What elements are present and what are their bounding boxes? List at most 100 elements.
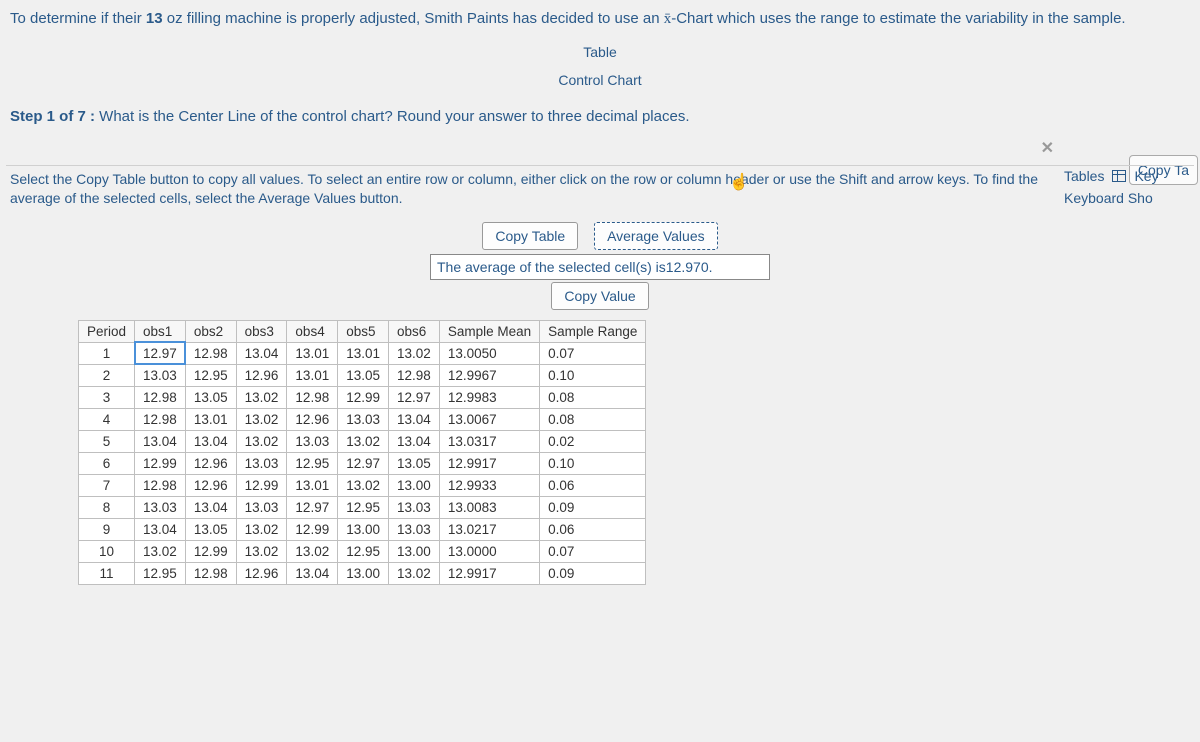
cell[interactable]: 13.02 (389, 342, 440, 364)
cell[interactable]: 12.99 (185, 540, 236, 562)
cell[interactable]: 13.05 (338, 364, 389, 386)
cell[interactable]: 12.98 (389, 364, 440, 386)
cell[interactable]: 13.0217 (439, 518, 539, 540)
cell[interactable]: 12.99 (338, 386, 389, 408)
copy-value-button[interactable]: Copy Value (551, 282, 648, 310)
cell[interactable]: 13.04 (287, 562, 338, 584)
cell[interactable]: 5 (79, 430, 135, 452)
average-values-button[interactable]: Average Values (594, 222, 718, 250)
cell[interactable]: 0.08 (540, 386, 646, 408)
cell[interactable]: 12.95 (338, 540, 389, 562)
cell[interactable]: 13.03 (389, 518, 440, 540)
cell[interactable]: 12.97 (135, 342, 186, 364)
cell[interactable]: 13.03 (135, 364, 186, 386)
cell[interactable]: 13.02 (236, 540, 287, 562)
table-row[interactable]: 913.0413.0513.0212.9913.0013.0313.02170.… (79, 518, 646, 540)
cell[interactable]: 13.03 (287, 430, 338, 452)
cell[interactable]: 3 (79, 386, 135, 408)
cell[interactable]: 13.0067 (439, 408, 539, 430)
cell[interactable]: 13.04 (185, 430, 236, 452)
cell[interactable]: 13.02 (236, 430, 287, 452)
cell[interactable]: 13.04 (135, 430, 186, 452)
cell[interactable]: 12.98 (135, 386, 186, 408)
cell[interactable]: 11 (79, 562, 135, 584)
cell[interactable]: 12.98 (185, 342, 236, 364)
cell[interactable]: 12.95 (185, 364, 236, 386)
table-row[interactable]: 412.9813.0113.0212.9613.0313.0413.00670.… (79, 408, 646, 430)
cell[interactable]: 13.0083 (439, 496, 539, 518)
column-header-obs5[interactable]: obs5 (338, 320, 389, 342)
cell[interactable]: 13.0050 (439, 342, 539, 364)
data-table[interactable]: Periodobs1obs2obs3obs4obs5obs6Sample Mea… (78, 320, 646, 585)
cell[interactable]: 12.95 (287, 452, 338, 474)
column-header-obs4[interactable]: obs4 (287, 320, 338, 342)
cell[interactable]: 13.03 (389, 496, 440, 518)
cell[interactable]: 13.01 (287, 474, 338, 496)
table-row[interactable]: 612.9912.9613.0312.9512.9713.0512.99170.… (79, 452, 646, 474)
cell[interactable]: 13.04 (389, 430, 440, 452)
cell[interactable]: 4 (79, 408, 135, 430)
cell[interactable]: 12.9917 (439, 452, 539, 474)
cell[interactable]: 0.09 (540, 562, 646, 584)
cell[interactable]: 0.10 (540, 452, 646, 474)
cell[interactable]: 13.03 (135, 496, 186, 518)
cell[interactable]: 12.95 (135, 562, 186, 584)
column-header-obs6[interactable]: obs6 (389, 320, 440, 342)
cell[interactable]: 13.04 (389, 408, 440, 430)
cell[interactable]: 13.03 (236, 496, 287, 518)
cell[interactable]: 13.00 (338, 562, 389, 584)
cell[interactable]: 12.95 (338, 496, 389, 518)
column-header-sample-range[interactable]: Sample Range (540, 320, 646, 342)
cell[interactable]: 6 (79, 452, 135, 474)
cell[interactable]: 12.98 (185, 562, 236, 584)
cell[interactable]: 13.02 (236, 408, 287, 430)
cell[interactable]: 12.96 (236, 364, 287, 386)
tab-control-chart[interactable]: Control Chart (550, 68, 649, 92)
cell[interactable]: 12.97 (338, 452, 389, 474)
table-row[interactable]: 112.9712.9813.0413.0113.0113.0213.00500.… (79, 342, 646, 364)
cell[interactable]: 13.03 (338, 408, 389, 430)
cell[interactable]: 13.01 (287, 342, 338, 364)
key-link[interactable]: Key (1134, 168, 1158, 184)
cell[interactable]: 12.98 (135, 408, 186, 430)
keyboard-shortcut-link[interactable]: Keyboard Sho (1064, 190, 1194, 206)
cell[interactable]: 12.99 (135, 452, 186, 474)
cell[interactable]: 0.10 (540, 364, 646, 386)
table-row[interactable]: 312.9813.0513.0212.9812.9912.9712.99830.… (79, 386, 646, 408)
cell[interactable]: 13.04 (135, 518, 186, 540)
cell[interactable]: 13.02 (338, 430, 389, 452)
cell[interactable]: 13.02 (135, 540, 186, 562)
cell[interactable]: 0.02 (540, 430, 646, 452)
cell[interactable]: 13.02 (287, 540, 338, 562)
cell[interactable]: 13.05 (185, 518, 236, 540)
cell[interactable]: 7 (79, 474, 135, 496)
table-row[interactable]: 712.9812.9612.9913.0113.0213.0012.99330.… (79, 474, 646, 496)
table-row[interactable]: 213.0312.9512.9613.0113.0512.9812.99670.… (79, 364, 646, 386)
cell[interactable]: 12.97 (287, 496, 338, 518)
column-header-obs1[interactable]: obs1 (135, 320, 186, 342)
cell[interactable]: 13.03 (236, 452, 287, 474)
cell[interactable]: 0.06 (540, 474, 646, 496)
cell[interactable]: 13.02 (338, 474, 389, 496)
cell[interactable]: 13.01 (185, 408, 236, 430)
cell[interactable]: 12.99 (287, 518, 338, 540)
cell[interactable]: 8 (79, 496, 135, 518)
cell[interactable]: 13.04 (185, 496, 236, 518)
cell[interactable]: 13.01 (338, 342, 389, 364)
column-header-sample-mean[interactable]: Sample Mean (439, 320, 539, 342)
cell[interactable]: 12.9917 (439, 562, 539, 584)
cell[interactable]: 0.07 (540, 540, 646, 562)
cell[interactable]: 9 (79, 518, 135, 540)
cell[interactable]: 13.05 (389, 452, 440, 474)
copy-table-button[interactable]: Copy Table (482, 222, 578, 250)
close-icon[interactable]: ✕ (1041, 138, 1054, 158)
cell[interactable]: 13.02 (389, 562, 440, 584)
tables-link[interactable]: Tables (1064, 168, 1104, 184)
cell[interactable]: 1 (79, 342, 135, 364)
column-header-obs2[interactable]: obs2 (185, 320, 236, 342)
cell[interactable]: 12.9983 (439, 386, 539, 408)
cell[interactable]: 13.01 (287, 364, 338, 386)
cell[interactable]: 12.97 (389, 386, 440, 408)
cell[interactable]: 13.04 (236, 342, 287, 364)
cell[interactable]: 12.98 (135, 474, 186, 496)
